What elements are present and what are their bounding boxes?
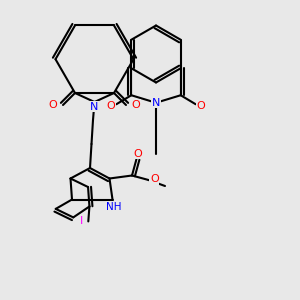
Text: O: O [134, 148, 142, 159]
Text: O: O [197, 101, 206, 111]
Text: N: N [90, 101, 99, 112]
Text: O: O [49, 100, 58, 110]
Text: O: O [150, 174, 159, 184]
Text: O: O [106, 101, 115, 111]
Text: NH: NH [106, 202, 122, 212]
Text: N: N [152, 98, 160, 108]
Text: I: I [80, 216, 83, 226]
Text: O: O [131, 100, 140, 110]
